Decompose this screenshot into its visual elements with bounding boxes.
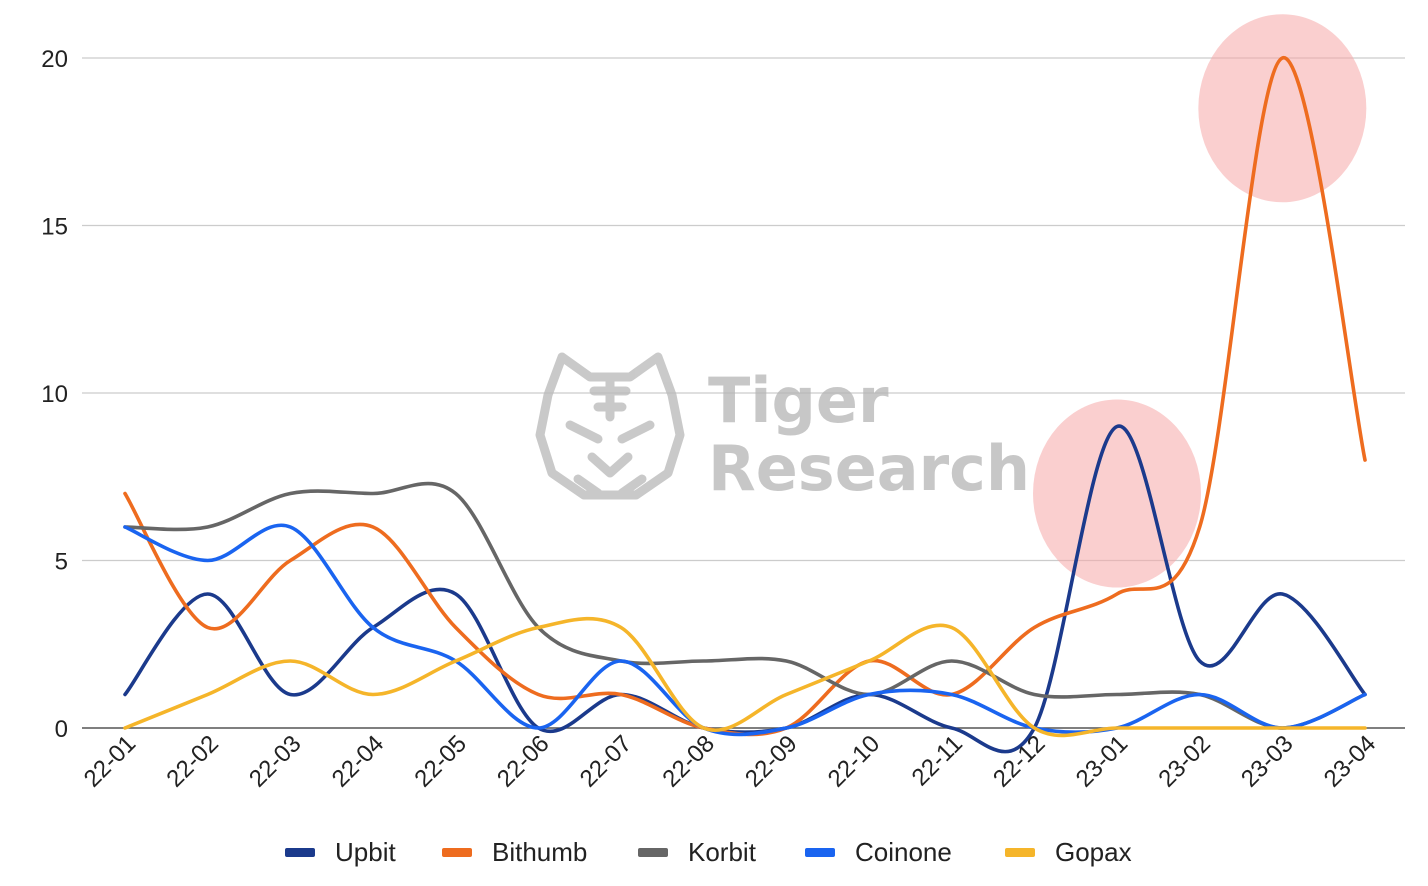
- series-line-gopax: [123, 616, 1367, 738]
- tiger-head-icon: [535, 352, 685, 500]
- x-tick-label: 22-02: [161, 730, 224, 793]
- legend: Upbit Bithumb Korbit Coinone Gopax: [285, 837, 1132, 867]
- x-tick-label: 22-06: [492, 730, 555, 793]
- y-tick-label: 0: [55, 716, 68, 743]
- x-tick-label: 23-03: [1236, 730, 1299, 793]
- x-tick-label: 22-04: [327, 730, 390, 793]
- legend-swatch: [1005, 848, 1035, 857]
- x-tick-label: 22-07: [575, 730, 638, 793]
- y-axis-ticks: 0 5 10 15 20: [41, 46, 68, 743]
- x-tick-label: 22-10: [823, 730, 886, 793]
- x-tick-label: 23-01: [1071, 730, 1134, 793]
- legend-swatch: [805, 848, 835, 857]
- series-lines: [123, 56, 1367, 754]
- x-tick-label: 22-08: [657, 730, 720, 793]
- legend-label: Upbit: [335, 837, 396, 867]
- legend-label: Korbit: [688, 837, 757, 867]
- series-line-korbit: [123, 481, 1367, 730]
- legend-label: Gopax: [1055, 837, 1132, 867]
- series-line-bithumb: [123, 56, 1367, 737]
- x-tick-label: 22-09: [740, 730, 803, 793]
- legend-label: Bithumb: [492, 837, 587, 867]
- watermark: Tiger Research: [535, 352, 1030, 505]
- y-tick-label: 15: [41, 214, 68, 241]
- legend-swatch: [638, 848, 668, 857]
- watermark-line1: Tiger: [708, 364, 889, 437]
- y-tick-label: 5: [55, 549, 68, 576]
- x-tick-label: 22-01: [79, 730, 142, 793]
- x-tick-label: 23-02: [1153, 730, 1216, 793]
- legend-swatch: [285, 848, 315, 857]
- x-axis-ticks: 22-01 22-02 22-03 22-04 22-05 22-06 22-07 22-08…: [79, 730, 1382, 793]
- highlight-circle: [1033, 399, 1201, 588]
- x-tick-label: 22-05: [409, 730, 472, 793]
- legend-label: Coinone: [855, 837, 952, 867]
- y-tick-label: 20: [41, 46, 68, 73]
- watermark-line2: Research: [708, 432, 1030, 505]
- highlight-circle: [1198, 14, 1367, 203]
- x-tick-label: 23-04: [1319, 730, 1382, 793]
- legend-swatch: [442, 848, 472, 857]
- x-tick-label: 22-11: [907, 730, 968, 791]
- x-tick-label: 22-12: [988, 730, 1051, 793]
- x-tick-label: 22-03: [244, 730, 307, 793]
- highlight-circles: [1033, 14, 1367, 588]
- y-tick-label: 10: [41, 381, 68, 408]
